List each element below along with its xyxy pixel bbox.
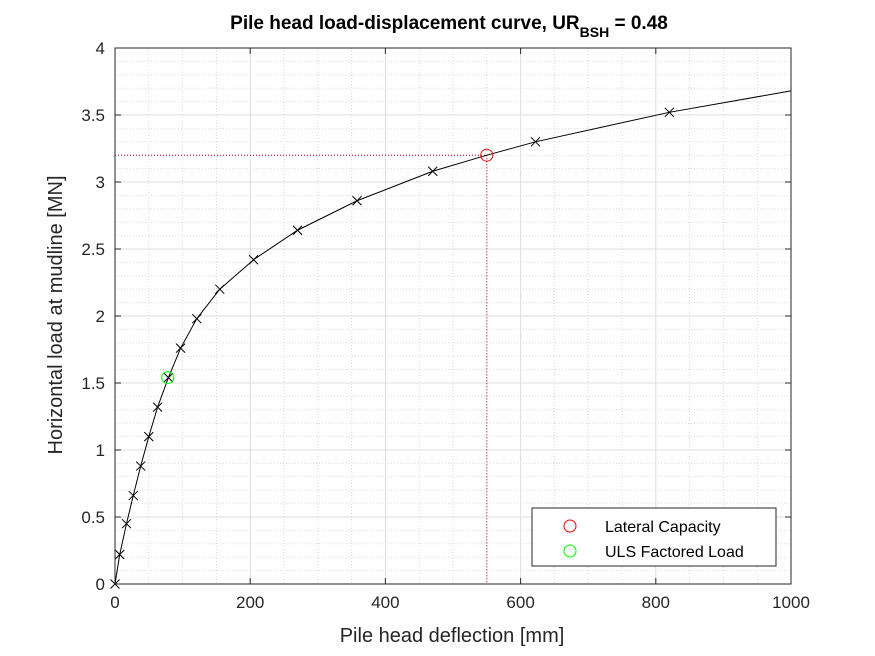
x-tick-label: 800 (642, 593, 670, 612)
data-point-marker (530, 136, 541, 147)
uls-factored-load-point (161, 371, 175, 385)
marker-stroke (292, 225, 303, 236)
data-point-marker (114, 549, 125, 560)
data-point-marker (292, 225, 303, 236)
y-tick-label: 2.5 (81, 240, 105, 259)
data-point-marker (664, 107, 675, 118)
data-point-marker (175, 343, 186, 354)
y-tick-labels: 0 0.5 1 1.5 2 2.5 3 3.5 4 (81, 39, 105, 594)
data-point-marker (163, 372, 174, 383)
chart-title: Pile head load-displacement curve, URBSH… (230, 13, 668, 40)
marker-stroke (530, 136, 541, 147)
legend-label-uls-factored-load: ULS Factored Load (605, 544, 744, 561)
y-tick-label: 0 (96, 575, 105, 594)
marker-stroke (248, 254, 259, 265)
lateral-capacity-point (480, 148, 494, 162)
y-tick-label: 2 (96, 307, 105, 326)
x-tick-label: 0 (110, 593, 119, 612)
y-tick-label: 3.5 (81, 106, 105, 125)
x-tick-label: 400 (371, 593, 399, 612)
marker-stroke (121, 518, 132, 529)
legend-marker-lateral-capacity (563, 519, 577, 533)
data-point-marker (152, 402, 163, 412)
y-tick-label: 0.5 (81, 508, 105, 527)
data-point-marker (121, 518, 132, 529)
reference-lines (115, 154, 488, 584)
marker-layer (110, 107, 675, 589)
data-point-marker (191, 313, 202, 324)
marker-stroke (143, 431, 154, 442)
data-point-marker (128, 490, 139, 501)
data-point-marker (427, 166, 438, 177)
marker-stroke (175, 343, 186, 354)
legend: Lateral Capacity ULS Factored Load (531, 507, 777, 567)
data-point-marker (135, 461, 146, 471)
x-tick-labels: 0 200 400 600 800 1000 (110, 593, 810, 612)
marker-stroke (352, 195, 362, 206)
marker-stroke (191, 313, 202, 324)
legend-marker-uls-factored-load (563, 544, 577, 558)
tick-marks (114, 47, 792, 585)
y-tick-label: 1 (96, 441, 105, 460)
marker-stroke (135, 461, 146, 471)
y-tick-label: 4 (96, 39, 105, 58)
x-tick-label: 600 (506, 593, 534, 612)
marker-stroke (114, 549, 125, 560)
marker-stroke (427, 166, 438, 177)
title-main: Pile head load-displacement curve, UR (230, 13, 580, 34)
y-tick-label: 3 (96, 173, 105, 192)
highlight-points (161, 148, 494, 385)
data-point-marker (143, 431, 154, 442)
title-tail: = 0.48 (609, 13, 668, 34)
legend-label-lateral-capacity: Lateral Capacity (605, 519, 721, 536)
marker-stroke (214, 284, 225, 295)
data-point-marker (214, 284, 225, 295)
data-point-marker (352, 195, 362, 206)
title-subscript: BSH (580, 24, 610, 40)
marker-stroke (128, 490, 139, 501)
x-tick-label: 1000 (772, 593, 810, 612)
marker-stroke (163, 372, 174, 383)
marker-stroke (152, 402, 163, 412)
x-axis-label: Pile head deflection [mm] (340, 625, 565, 647)
y-axis-label: Horizontal load at mudline [MN] (45, 175, 67, 454)
y-tick-label: 1.5 (81, 374, 105, 393)
data-point-marker (248, 254, 259, 265)
x-tick-label: 200 (236, 593, 264, 612)
marker-stroke (664, 107, 675, 118)
